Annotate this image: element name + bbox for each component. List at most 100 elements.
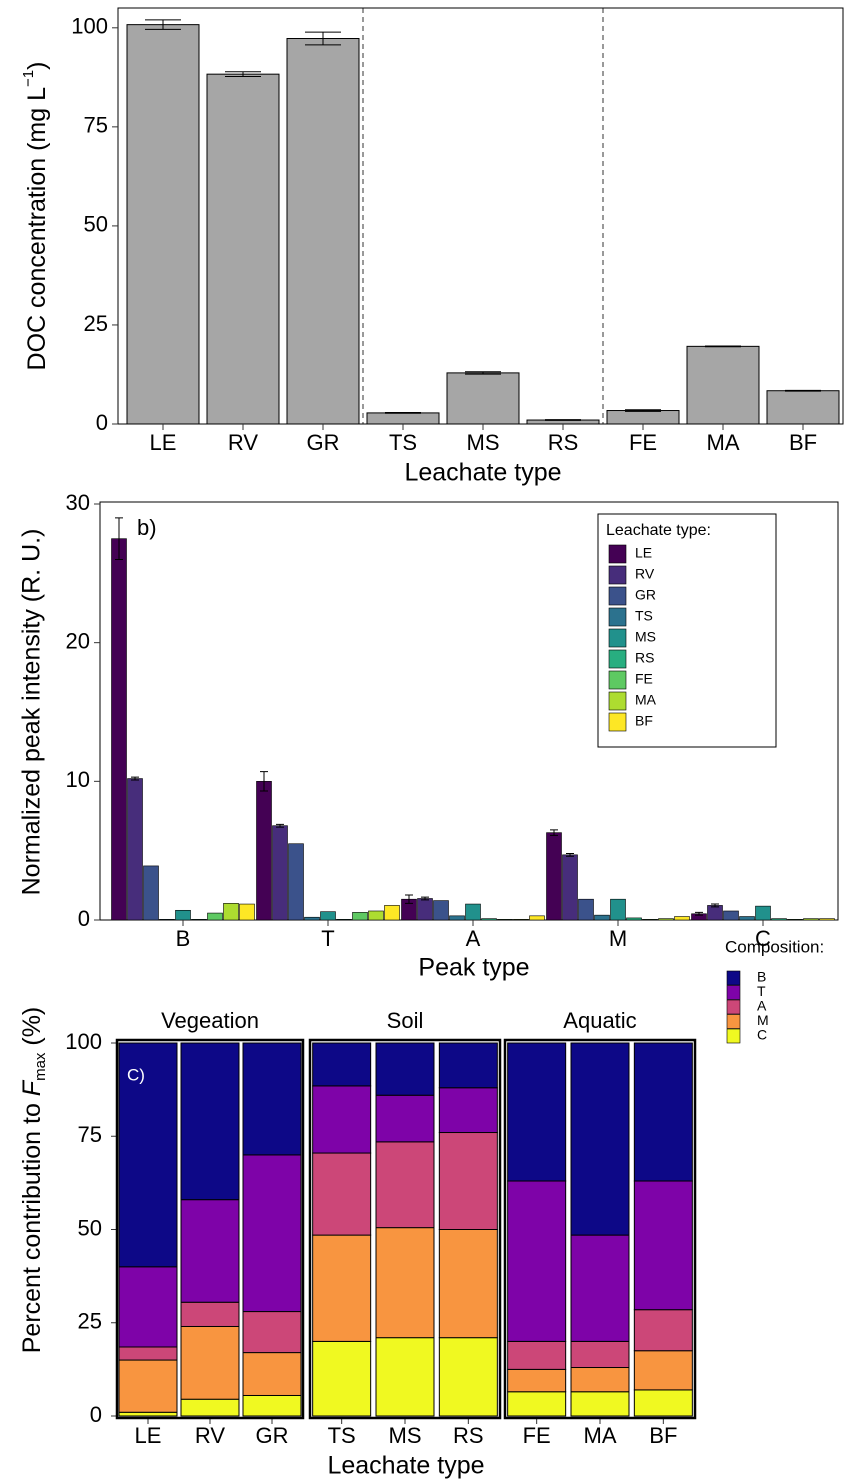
bar: [207, 912, 223, 921]
bar-segment: [180, 1199, 240, 1303]
x-tick-label: RV: [228, 430, 258, 455]
error-bar: [421, 896, 429, 901]
bar: [159, 919, 175, 921]
legend-swatch: [726, 970, 741, 986]
bar-segment: [180, 1301, 240, 1327]
bar: [658, 918, 674, 921]
bar: [239, 903, 255, 921]
x-tick-label: B: [176, 926, 191, 951]
legend-label: RS: [635, 650, 654, 666]
y-tick-label: 100: [65, 1029, 102, 1054]
bar-segment: [180, 1042, 240, 1201]
bar: [803, 918, 819, 921]
bar: [546, 832, 562, 921]
legend-swatch: [608, 628, 627, 648]
x-tick-label: FE: [629, 430, 657, 455]
bar: [497, 919, 513, 921]
bar-segment: [242, 1042, 302, 1156]
y-axis-title-end: (%): [18, 1007, 46, 1053]
x-tick-label: MA: [707, 430, 740, 455]
y-axis-title-sup: −1: [20, 70, 37, 87]
y-tick-label: 50: [84, 212, 108, 237]
bar-segment: [507, 1391, 567, 1417]
legend-label: RV: [635, 566, 655, 582]
bar: [286, 38, 360, 425]
bar: [111, 538, 127, 921]
legend-frame: [597, 513, 777, 748]
legend-swatch: [726, 1028, 741, 1044]
bar: [449, 915, 465, 921]
bar: [642, 919, 658, 921]
x-axis-title: Leachate type: [404, 459, 561, 487]
error-bar: [566, 852, 574, 857]
bar: [126, 24, 200, 425]
bar: [336, 919, 352, 921]
bar: [446, 372, 520, 425]
x-tick-label: C: [755, 926, 771, 951]
bar: [606, 410, 680, 425]
bar-segment: [375, 1141, 435, 1229]
bar-segment: [633, 1042, 693, 1182]
bar: [352, 912, 368, 921]
legend-label: C: [757, 1027, 767, 1043]
y-axis-title-italic: F: [18, 1079, 46, 1096]
x-tick-label: RS: [548, 430, 579, 455]
y-tick-label: 75: [84, 113, 108, 138]
bar: [304, 916, 320, 921]
bar-segment: [312, 1152, 372, 1236]
x-tick-label: MA: [584, 1423, 617, 1448]
legend-label: MA: [635, 692, 657, 708]
x-tick-label: BF: [649, 1423, 677, 1448]
bar: [686, 345, 760, 425]
bar: [206, 73, 280, 425]
y-tick-label: 0: [96, 410, 108, 435]
legend-label: MS: [635, 629, 656, 645]
panel-frame: [503, 1038, 697, 1420]
bar-segment: [118, 1346, 178, 1361]
facet-label: Aquatic: [563, 1008, 636, 1033]
bar-segment: [118, 1411, 178, 1417]
bar-segment: [375, 1227, 435, 1339]
bar-segment: [570, 1340, 630, 1369]
legend-swatch: [608, 544, 627, 564]
x-axis-title: Peak type: [418, 954, 529, 982]
y-tick-label: 30: [66, 490, 90, 515]
bar: [755, 905, 771, 921]
bar-segment: [438, 1229, 498, 1339]
x-tick-label: GR: [256, 1423, 289, 1448]
bar-segment: [242, 1394, 302, 1417]
x-tick-label: A: [466, 926, 481, 951]
bar-segment: [570, 1367, 630, 1393]
error-bar: [131, 776, 139, 781]
y-axis-title-text: Percent contribution to: [18, 1096, 46, 1353]
bar: [707, 905, 723, 921]
bar-segment: [633, 1350, 693, 1391]
facet-label: Vegeation: [161, 1008, 259, 1033]
legend-swatch: [726, 985, 741, 1000]
legend-label: B: [757, 969, 766, 985]
y-axis-title-sub: max: [32, 1052, 49, 1081]
legend-label: TS: [635, 608, 653, 624]
error-bar: [145, 19, 181, 30]
bar-segment: [180, 1325, 240, 1400]
bar: [610, 898, 626, 921]
legend-swatch: [608, 586, 627, 606]
x-tick-label: RV: [195, 1423, 225, 1448]
bar: [787, 919, 803, 921]
error-bar: [260, 771, 268, 792]
x-tick-label: T: [321, 926, 334, 951]
y-tick-label: 100: [71, 14, 108, 39]
bar: [529, 915, 545, 921]
legend-label: BF: [635, 713, 653, 729]
bar-segment: [633, 1180, 693, 1311]
legend-title: Composition:: [725, 937, 824, 956]
legend-label: T: [757, 983, 766, 999]
bar-segment: [312, 1085, 372, 1154]
bar-segment: [633, 1389, 693, 1417]
legend-swatch: [608, 649, 627, 669]
panel-label: b): [137, 515, 157, 540]
bar: [272, 825, 288, 921]
x-tick-label: MS: [467, 430, 500, 455]
